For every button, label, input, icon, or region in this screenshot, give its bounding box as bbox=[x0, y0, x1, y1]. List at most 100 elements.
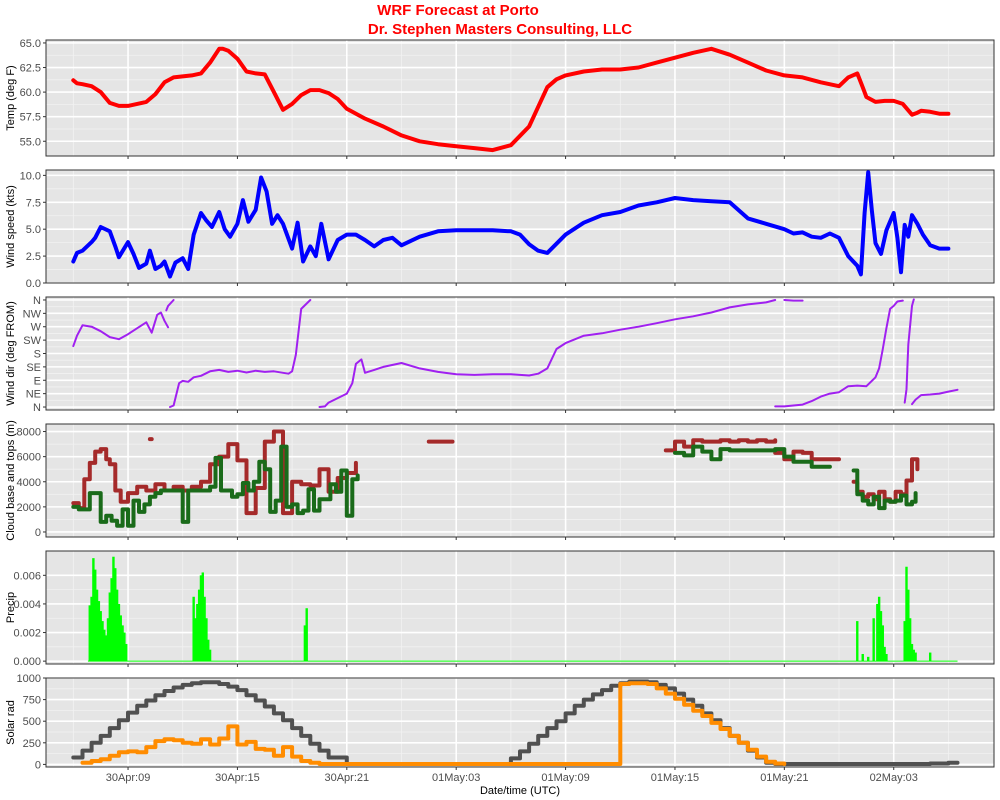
precip-bar bbox=[112, 556, 115, 662]
precip-bar bbox=[867, 656, 870, 662]
precip-bar bbox=[108, 592, 112, 662]
panel-wind_dir-ylabel: Wind dir (deg FROM) bbox=[5, 301, 17, 406]
precip-bar bbox=[205, 618, 208, 662]
precip-bar bbox=[92, 558, 95, 662]
y-tick-label: 55.0 bbox=[20, 136, 41, 148]
x-tick-label: 01May:03 bbox=[432, 772, 480, 784]
precip-bar bbox=[207, 639, 210, 662]
panel-solar-border bbox=[45, 677, 995, 768]
precip-bar bbox=[125, 643, 128, 662]
precip-bar bbox=[885, 653, 888, 662]
y-tick-label: 2.5 bbox=[26, 251, 41, 263]
y-tick-label: E bbox=[34, 375, 41, 387]
series-line-temp-0-0 bbox=[71, 46, 951, 153]
series-line-cloud-1-0 bbox=[71, 444, 360, 528]
chart-subtitle: Dr. Stephen Masters Consulting, LLC bbox=[367, 21, 633, 38]
y-tick-label: 0.000 bbox=[13, 656, 41, 668]
y-tick-label: SE bbox=[26, 362, 41, 374]
precip-bar bbox=[883, 646, 886, 662]
series-line-wind_dir-0-4 bbox=[783, 299, 804, 302]
precip-bar bbox=[123, 632, 126, 662]
y-tick-label: N bbox=[33, 295, 41, 307]
precip-bar bbox=[905, 566, 908, 662]
series-line-wind_dir-0-2 bbox=[169, 299, 312, 408]
y-tick-label: NW bbox=[23, 308, 42, 320]
x-tick-label: 01May:09 bbox=[541, 772, 589, 784]
y-tick-label: 8000 bbox=[17, 427, 41, 439]
y-tick-label: NE bbox=[26, 389, 41, 401]
x-axis-label: Date/time (UTC) bbox=[480, 785, 560, 797]
series-line-cloud-3-0 bbox=[673, 444, 778, 462]
precip-bar bbox=[877, 596, 881, 662]
series-line-cloud-3-2 bbox=[851, 468, 918, 511]
precip-bar bbox=[99, 611, 102, 662]
precip-bar bbox=[910, 643, 914, 662]
precip-bar bbox=[121, 625, 124, 662]
panel-wind_speed-border bbox=[45, 169, 995, 284]
precip-bar bbox=[114, 568, 117, 662]
x-tick-label: 30Apr:21 bbox=[324, 772, 369, 784]
series-line-cloud-0-0 bbox=[71, 429, 358, 516]
precip-bar bbox=[912, 649, 915, 662]
precip-bar bbox=[194, 618, 197, 662]
series-line-solar-1-0 bbox=[80, 681, 787, 766]
precip-bar bbox=[119, 615, 122, 662]
y-tick-label: 2000 bbox=[17, 502, 41, 514]
chart-title: WRF Forecast at Porto bbox=[377, 2, 539, 19]
precip-bar bbox=[876, 603, 879, 662]
panel-wind_dir-border bbox=[45, 296, 995, 411]
precip-bar bbox=[88, 605, 91, 662]
series-line-wind_dir-0-6 bbox=[903, 298, 915, 404]
x-tick-label: 01May:15 bbox=[651, 772, 699, 784]
y-tick-label: 500 bbox=[23, 716, 41, 728]
panel-cloud-border bbox=[45, 423, 995, 538]
y-tick-label: 250 bbox=[23, 738, 41, 750]
x-tick-label: 30Apr:09 bbox=[106, 772, 151, 784]
series-line-wind_speed-0-0 bbox=[71, 170, 951, 279]
precip-bar bbox=[106, 618, 110, 662]
panel-precip-border bbox=[45, 550, 995, 665]
panel-wind_speed-ylabel: Wind speed (kts) bbox=[5, 185, 17, 268]
y-tick-label: 0 bbox=[35, 527, 41, 539]
precip-bar bbox=[203, 596, 206, 662]
series-line-wind_dir-0-1 bbox=[165, 299, 175, 312]
precip-bar bbox=[914, 652, 917, 662]
precip-bar bbox=[856, 621, 859, 662]
precip-bar bbox=[928, 652, 932, 662]
y-tick-label: 7.5 bbox=[26, 197, 41, 209]
precip-bar bbox=[117, 603, 121, 662]
y-tick-label: 60.0 bbox=[20, 87, 41, 99]
series-line-wind_dir-0-0 bbox=[72, 311, 170, 348]
precip-bar bbox=[196, 603, 199, 662]
precip-bar bbox=[199, 575, 203, 662]
panel-cloud-ylabel: Cloud base and tops (m) bbox=[5, 420, 17, 540]
precip-bar bbox=[95, 589, 99, 662]
y-tick-label: 750 bbox=[23, 695, 41, 707]
precip-bar bbox=[903, 621, 906, 662]
precip-bar bbox=[115, 589, 119, 662]
y-tick-label: 1000 bbox=[17, 673, 41, 685]
precip-bar bbox=[303, 625, 307, 662]
x-tick-label: 01May:21 bbox=[760, 772, 808, 784]
y-tick-label: 0 bbox=[35, 759, 41, 771]
precip-bar bbox=[907, 589, 910, 662]
x-tick-label: 30Apr:15 bbox=[215, 772, 260, 784]
y-tick-label: 57.5 bbox=[20, 112, 41, 124]
series-line-wind_dir-0-5 bbox=[774, 299, 904, 408]
precip-bar bbox=[94, 569, 97, 662]
precip-bar bbox=[872, 618, 875, 662]
panel-temp-border bbox=[45, 39, 995, 157]
precip-bar bbox=[201, 572, 204, 662]
y-tick-label: 65.0 bbox=[20, 38, 41, 50]
x-tick-label: 02May:03 bbox=[870, 772, 918, 784]
precip-bar bbox=[192, 596, 195, 662]
precip-bar bbox=[104, 635, 108, 662]
y-tick-label: 5.0 bbox=[26, 224, 41, 236]
y-tick-label: S bbox=[34, 349, 41, 361]
y-tick-label: W bbox=[31, 322, 42, 334]
y-tick-label: 0.006 bbox=[13, 570, 41, 582]
precip-bar bbox=[208, 649, 212, 662]
panel-precip-ylabel: Precip bbox=[5, 592, 17, 623]
